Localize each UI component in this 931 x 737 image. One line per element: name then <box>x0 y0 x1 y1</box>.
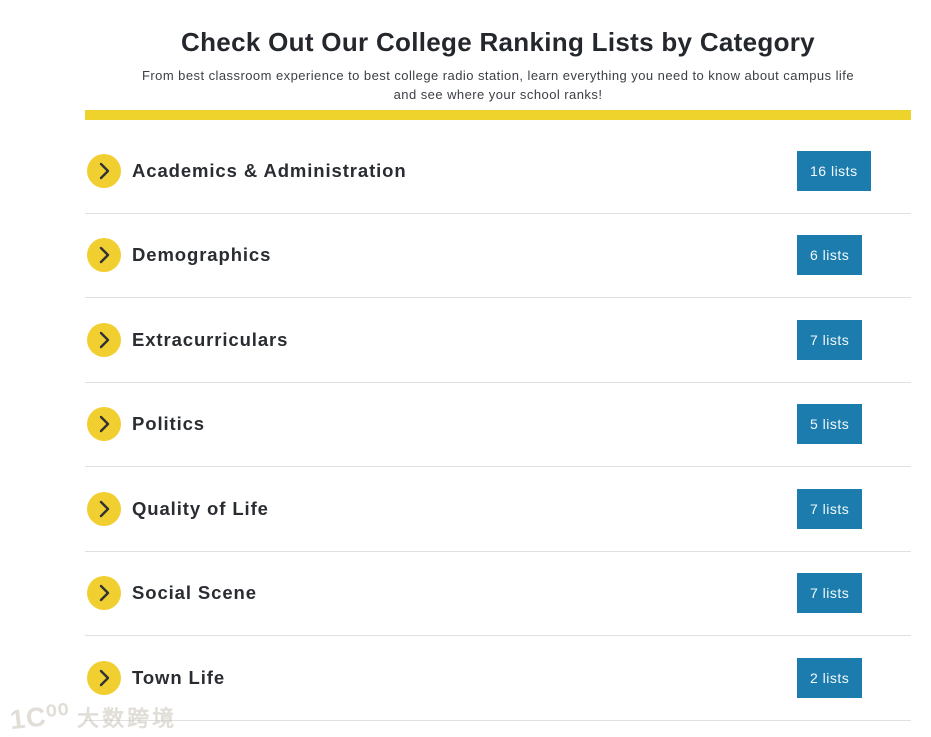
category-list: Academics & Administration 16 lists Demo… <box>85 129 911 721</box>
category-row[interactable]: Town Life 2 lists <box>85 636 911 721</box>
category-row[interactable]: Social Scene 7 lists <box>85 552 911 636</box>
category-row[interactable]: Extracurriculars 7 lists <box>85 298 911 383</box>
list-count-badge[interactable]: 7 lists <box>797 319 863 360</box>
list-count-badge[interactable]: 7 lists <box>797 573 863 614</box>
list-count-badge[interactable]: 7 lists <box>797 488 863 529</box>
list-count-badge[interactable]: 2 lists <box>797 657 863 698</box>
yellow-accent-bar <box>85 110 911 120</box>
category-label: Social Scene <box>132 582 257 604</box>
list-count-badge[interactable]: 6 lists <box>797 235 863 276</box>
category-label: Extracurriculars <box>132 328 289 350</box>
category-row[interactable]: Politics 5 lists <box>85 383 911 467</box>
content-container: Check Out Our College Ranking Lists by C… <box>85 0 911 721</box>
watermark-logo-icon: 1Ϲ⁰⁰ <box>8 698 72 735</box>
page-title: Check Out Our College Ranking Lists by C… <box>181 27 815 57</box>
chevron-right-icon[interactable] <box>87 491 121 526</box>
category-label: Politics <box>132 413 205 435</box>
chevron-right-icon[interactable] <box>87 322 121 357</box>
category-row[interactable]: Demographics 6 lists <box>85 214 911 298</box>
chevron-right-icon[interactable] <box>87 153 121 188</box>
list-count-badge[interactable]: 16 lists <box>797 150 871 191</box>
chevron-right-icon[interactable] <box>87 238 121 273</box>
category-label: Town Life <box>132 666 226 688</box>
page-subtitle: From best classroom experience to best c… <box>85 66 911 104</box>
chevron-right-icon[interactable] <box>87 576 121 611</box>
category-row[interactable]: Quality of Life 7 lists <box>85 467 911 552</box>
category-label: Demographics <box>132 244 272 266</box>
list-count-badge[interactable]: 5 lists <box>797 404 863 445</box>
category-row[interactable]: Academics & Administration 16 lists <box>85 129 911 214</box>
subtitle-line-2: and see where your school ranks! <box>393 87 603 102</box>
subtitle-line-1: From best classroom experience to best c… <box>141 68 855 83</box>
chevron-right-icon[interactable] <box>87 660 121 695</box>
chevron-right-icon[interactable] <box>87 407 121 442</box>
category-label: Quality of Life <box>132 497 269 519</box>
category-label: Academics & Administration <box>132 159 407 181</box>
